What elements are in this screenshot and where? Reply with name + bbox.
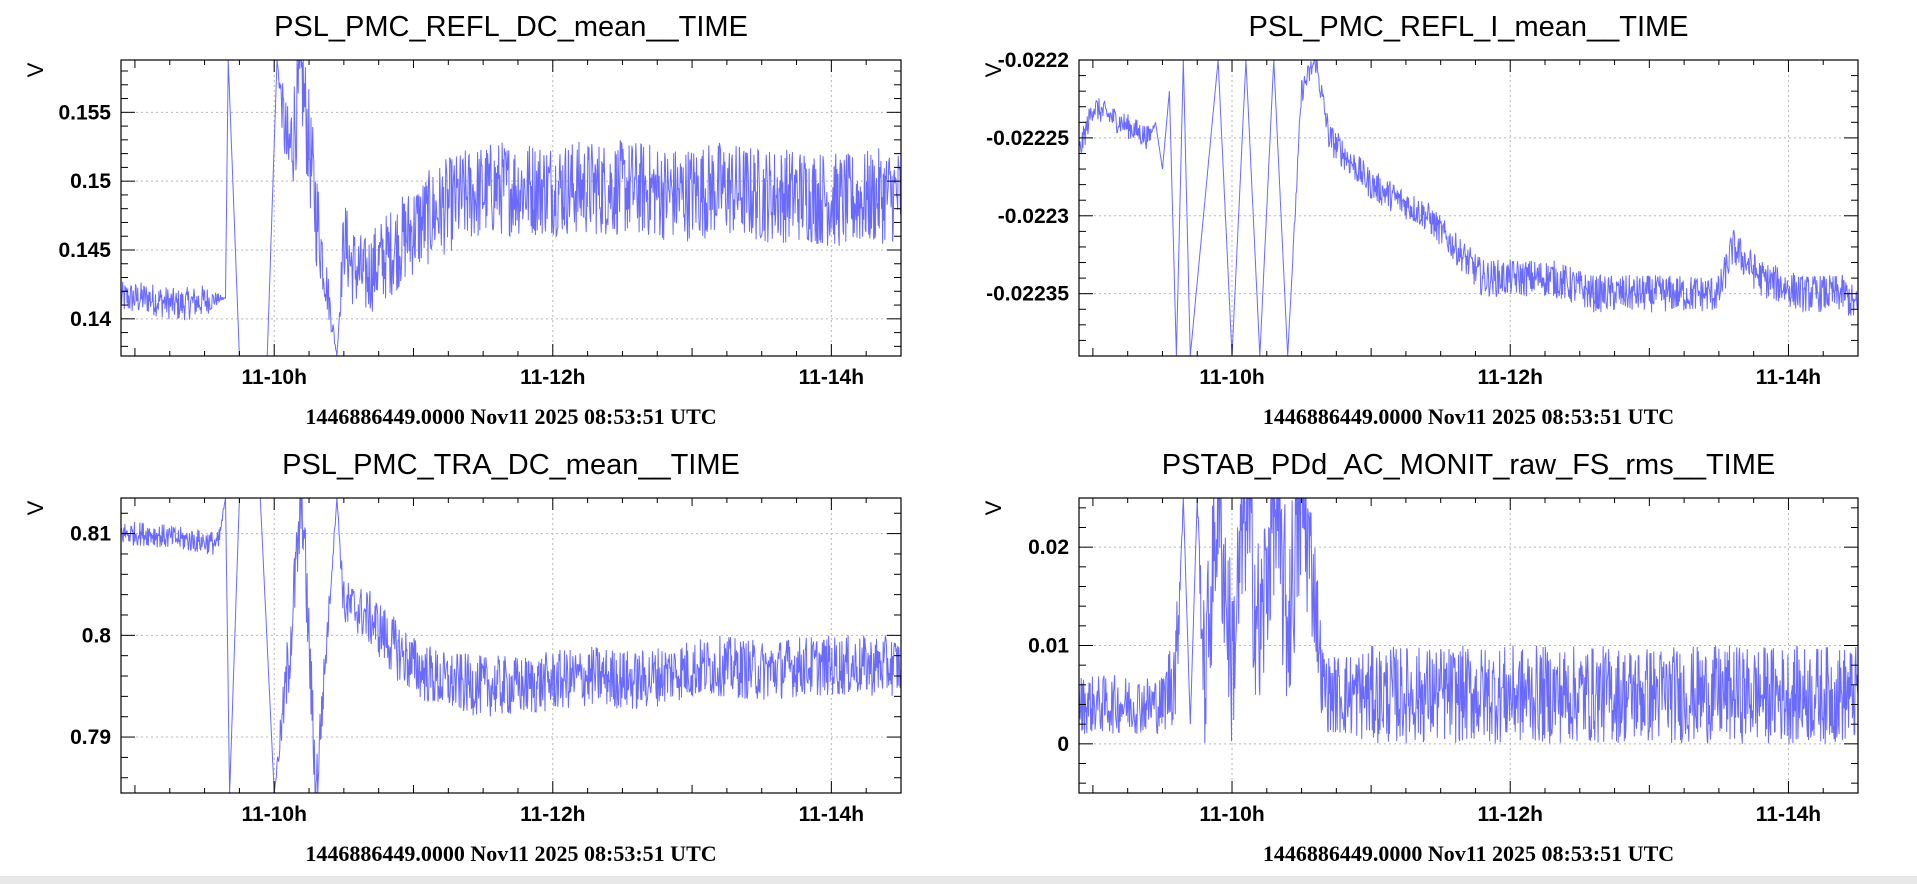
data-series bbox=[121, 498, 901, 793]
axis-ticks: 11-10h 11-12h 11-14h 0.79 0.8 0.81 bbox=[70, 498, 902, 826]
plot-frame bbox=[120, 497, 902, 794]
series-line bbox=[121, 60, 901, 356]
x-tick-label: 11-10h bbox=[242, 366, 307, 389]
y-tick-label: 0.01 bbox=[1028, 635, 1069, 658]
series-line bbox=[1079, 60, 1858, 356]
x-tick-label: 11-10h bbox=[1199, 366, 1264, 389]
plot-frame bbox=[1078, 59, 1859, 357]
x-axis-footer: 1446886449.0000 Nov11 2025 08:53:51 UTC bbox=[1263, 841, 1674, 866]
y-tick-label: 0 bbox=[1057, 733, 1069, 756]
axis-ticks: 11-10h 11-12h 11-14h -0.02235 -0.0223 -0.0222… bbox=[986, 49, 1859, 389]
x-tick-label: 11-10h bbox=[242, 803, 307, 826]
x-tick-label: 11-14h bbox=[1756, 803, 1821, 826]
chart-title: PSL_PMC_REFL_I_mean__TIME bbox=[1248, 11, 1688, 43]
x-tick-label: 11-10h bbox=[1199, 803, 1264, 826]
axis-ticks: 11-10h 11-12h 11-14h 0.14 0.145 0.15 0.155 bbox=[58, 60, 902, 389]
grid-lines bbox=[1079, 59, 1858, 356]
y-tick-label: 0.8 bbox=[82, 624, 112, 647]
data-series bbox=[121, 60, 901, 356]
plot-border bbox=[120, 497, 902, 794]
data-series bbox=[1079, 60, 1858, 356]
x-tick-label: 11-12h bbox=[1478, 366, 1543, 389]
chart-panel-pstab-rms: PSTAB_PDd_AC_MONIT_raw_FS_rms__TIME V 14… bbox=[981, 449, 1859, 866]
y-tick-label: 0.145 bbox=[58, 239, 111, 262]
y-axis-label: V bbox=[23, 500, 48, 515]
y-tick-label: -0.02225 bbox=[986, 127, 1069, 150]
grid-lines bbox=[121, 498, 901, 793]
y-tick-label: -0.02235 bbox=[986, 283, 1069, 306]
y-tick-label: -0.0223 bbox=[998, 205, 1069, 228]
x-tick-label: 11-12h bbox=[520, 366, 585, 389]
y-tick-label: 0.15 bbox=[70, 170, 111, 193]
series-line bbox=[1079, 498, 1858, 744]
window-bottom-edge bbox=[0, 876, 1917, 884]
x-tick-label: 11-14h bbox=[799, 803, 864, 826]
series-line bbox=[121, 498, 901, 793]
chart-title: PSTAB_PDd_AC_MONIT_raw_FS_rms__TIME bbox=[1162, 449, 1775, 481]
y-axis-label: V bbox=[23, 62, 48, 77]
y-tick-label: 0.81 bbox=[70, 523, 111, 546]
x-axis-footer: 1446886449.0000 Nov11 2025 08:53:51 UTC bbox=[1263, 404, 1674, 429]
x-axis-footer: 1446886449.0000 Nov11 2025 08:53:51 UTC bbox=[305, 404, 716, 429]
y-tick-label: 0.02 bbox=[1028, 536, 1069, 559]
chart-panel-tra-dc: PSL_PMC_TRA_DC_mean__TIME V 1446886449.0… bbox=[23, 449, 902, 866]
y-tick-label: 0.155 bbox=[58, 101, 111, 124]
chart-panel-refl-i: PSL_PMC_REFL_I_mean__TIME V 1446886449.0… bbox=[981, 11, 1859, 429]
chart-title: PSL_PMC_REFL_DC_mean__TIME bbox=[274, 11, 748, 43]
y-tick-label: -0.0222 bbox=[998, 49, 1069, 72]
plot-frame bbox=[120, 59, 902, 357]
y-axis-label: V bbox=[981, 62, 1006, 77]
plot-border bbox=[1078, 59, 1859, 357]
plot-border bbox=[120, 59, 902, 357]
x-tick-label: 11-14h bbox=[799, 366, 864, 389]
y-tick-label: 0.79 bbox=[70, 726, 111, 749]
chart-title: PSL_PMC_TRA_DC_mean__TIME bbox=[282, 449, 740, 481]
x-axis-footer: 1446886449.0000 Nov11 2025 08:53:51 UTC bbox=[305, 841, 716, 866]
axis-ticks: 11-10h 11-12h 11-14h 0 0.01 0.02 bbox=[1028, 498, 1859, 826]
grid-lines bbox=[1079, 498, 1858, 793]
y-axis-label: V bbox=[981, 500, 1006, 515]
x-tick-label: 11-12h bbox=[520, 803, 585, 826]
chart-panel-refl-dc: PSL_PMC_REFL_DC_mean__TIME V 1446886449.… bbox=[23, 11, 902, 429]
x-tick-label: 11-14h bbox=[1756, 366, 1821, 389]
data-series bbox=[1079, 498, 1858, 744]
y-tick-label: 0.14 bbox=[70, 308, 111, 331]
x-tick-label: 11-12h bbox=[1478, 803, 1543, 826]
